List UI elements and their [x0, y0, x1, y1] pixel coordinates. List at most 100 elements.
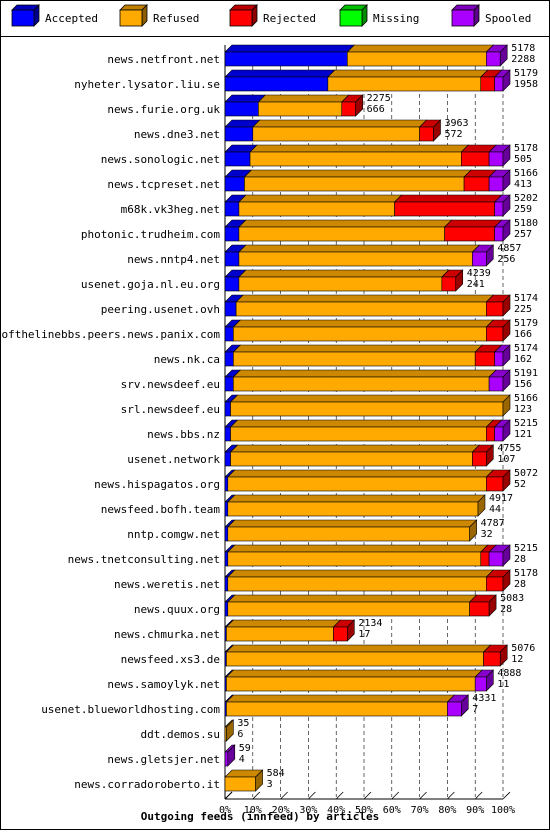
bar-spooled: [494, 201, 504, 217]
bar-accepted: [224, 451, 231, 467]
accepted-count: 6: [237, 729, 243, 740]
x-tick: [419, 791, 427, 800]
bar-rejected: [486, 426, 495, 442]
offered-count: 5215: [514, 418, 538, 429]
offered-count: 5076: [511, 643, 535, 654]
accepted-count: 107: [497, 454, 515, 465]
bar-top-rejected: [443, 219, 503, 228]
accepted-count: 123: [514, 404, 532, 415]
bar-top-refused: [227, 519, 478, 528]
offered-count: 5166: [514, 168, 538, 179]
bar-accepted: [224, 126, 254, 142]
bar-top-refused: [227, 469, 495, 478]
accepted-count: 256: [497, 254, 515, 265]
host-label: srv.newsdeef.eu: [121, 378, 220, 391]
bar-top-refused: [227, 569, 495, 578]
bar-side-rejected: [433, 119, 441, 142]
bar-spooled: [224, 751, 229, 767]
accepted-count: 413: [514, 179, 532, 190]
host-label: news.sonologic.net: [101, 153, 220, 166]
x-axis: 0% 10% 20% 30% 40% 50% 60% 70% 80% 90% 100%: [219, 791, 515, 816]
bar-top-refused: [232, 369, 497, 378]
legend-label-refused: Refused: [153, 12, 199, 25]
x-tick-label: 60%: [383, 805, 401, 816]
bar-side-rejected: [499, 644, 508, 667]
x-axis-title: Outgoing feeds (innfeed) by articles: [141, 810, 379, 823]
x-tick-label: 90%: [466, 805, 484, 816]
host-label: news.quux.org: [134, 603, 220, 616]
accepted-count: 121: [514, 429, 532, 440]
x-tick: [252, 791, 261, 800]
accepted-count: 7: [472, 704, 478, 715]
bar-refused: [227, 526, 470, 542]
bar-rejected: [460, 151, 490, 167]
bar-top-refused: [227, 494, 486, 503]
host-label: ddt.demos.su: [141, 728, 220, 741]
host-label: usenet.network: [127, 453, 220, 466]
bar-side-spooled: [502, 419, 511, 442]
bar-refused: [226, 651, 484, 667]
bar-refused: [227, 501, 479, 517]
host-label: usenet.blueworldhosting.com: [41, 703, 220, 716]
bar-top-refused: [238, 244, 481, 253]
bar-top-refused: [227, 544, 489, 553]
bar-side-spooled: [499, 44, 508, 67]
offered-count: 4787: [481, 518, 505, 529]
bar-accepted: [224, 151, 251, 167]
bar-side-spooled: [502, 219, 511, 242]
bar-side-rejected: [486, 444, 494, 467]
host-label: news.hispagatos.org: [94, 478, 220, 491]
accepted-count: 257: [514, 229, 532, 240]
accepted-count: 166: [514, 329, 532, 340]
x-tick: [391, 791, 400, 800]
x-tick: [502, 791, 511, 800]
bar-side-spooled: [486, 244, 494, 267]
host-label: newsfeed.bofh.team: [101, 503, 221, 516]
accepted-count: 156: [514, 379, 532, 390]
legend-swatch-spooled: [451, 9, 475, 27]
bar-rejected: [480, 551, 490, 567]
host-label: news.nntp4.net: [127, 253, 220, 266]
offered-count: 4331: [472, 693, 496, 704]
host-label: srl.newsdeef.eu: [121, 403, 220, 416]
bar-refused: [227, 476, 487, 492]
bars: [224, 44, 511, 792]
bar-refused: [233, 326, 487, 342]
host-label: news.tcpreset.net: [107, 178, 220, 191]
host-label: m68k.vk3heg.net: [121, 203, 220, 216]
offered-count: 5178: [511, 43, 535, 54]
accepted-count: 28: [500, 604, 512, 615]
offered-count: 5179: [514, 68, 538, 79]
bar-spooled: [494, 226, 504, 242]
bar-refused: [238, 226, 445, 242]
bar-top-accepted: [224, 44, 356, 53]
offered-count: 5202: [514, 193, 538, 204]
legend-label-spooled: Spooled: [485, 12, 531, 25]
bar-side-refused: [255, 769, 263, 792]
accepted-count: 28: [514, 554, 526, 565]
bar-top-refused: [346, 44, 495, 53]
offered-count: 4239: [467, 268, 491, 279]
bar-refused: [230, 401, 504, 417]
host-label: usenet.goja.nl.eu.org: [81, 278, 220, 291]
bar-top-refused: [225, 694, 456, 703]
accepted-count: 44: [489, 504, 501, 515]
bar-rejected: [394, 201, 495, 217]
x-tick: [280, 791, 288, 800]
bar-refused: [347, 51, 487, 67]
x-tick: [308, 791, 316, 800]
x-tick: [335, 791, 344, 800]
bar-spooled: [494, 426, 504, 442]
bar-top-refused: [225, 619, 342, 628]
bar-side-rejected: [502, 319, 511, 342]
bar-spooled: [494, 351, 504, 367]
bar-refused: [249, 151, 462, 167]
bar-top-refused: [232, 344, 483, 353]
offered-count: 5178: [514, 568, 538, 579]
legend-swatch-rejected: [229, 9, 253, 27]
bar-side-refused: [469, 519, 477, 542]
bar-spooled: [488, 376, 504, 392]
host-label: news.tnetconsulting.net: [68, 553, 220, 566]
offered-count: 5083: [500, 593, 524, 604]
bar-accepted: [224, 101, 259, 117]
